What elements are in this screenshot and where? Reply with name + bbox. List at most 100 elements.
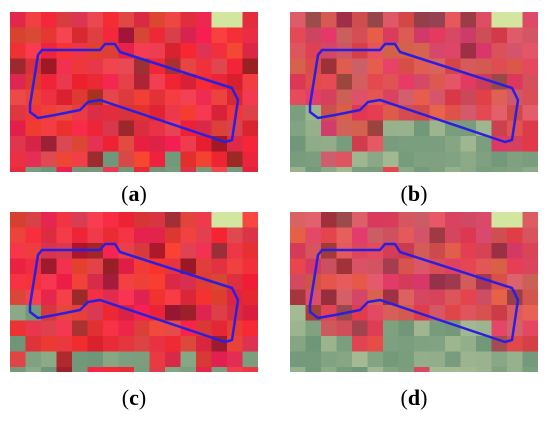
image-pixel bbox=[72, 12, 89, 29]
image-pixel bbox=[476, 336, 493, 353]
image-pixel bbox=[522, 27, 538, 44]
image-pixel bbox=[522, 167, 538, 172]
image-pixel bbox=[118, 27, 135, 44]
image-pixel bbox=[476, 167, 493, 172]
image-pixel bbox=[491, 212, 508, 229]
image-pixel bbox=[227, 351, 244, 368]
image-pixel bbox=[56, 136, 73, 153]
image-pixel bbox=[211, 289, 228, 306]
image-pixel bbox=[522, 105, 538, 122]
image-pixel bbox=[56, 89, 73, 106]
image-pixel bbox=[321, 74, 338, 91]
image-pixel bbox=[227, 151, 244, 168]
image-pixel bbox=[445, 74, 462, 91]
image-pixel bbox=[352, 212, 369, 229]
image-pixel bbox=[522, 136, 538, 153]
image-pixel bbox=[196, 89, 213, 106]
image-pixel bbox=[445, 351, 462, 368]
image-pixel bbox=[87, 336, 104, 353]
image-pixel bbox=[103, 136, 120, 153]
image-pixel bbox=[414, 74, 431, 91]
image-pixel bbox=[445, 43, 462, 60]
image-pixel bbox=[72, 212, 89, 229]
image-pixel bbox=[352, 320, 369, 337]
image-pixel bbox=[460, 351, 477, 368]
field-boundary bbox=[28, 42, 240, 144]
image-pixel bbox=[242, 136, 258, 153]
image-pixel bbox=[383, 305, 400, 322]
image-pixel bbox=[352, 167, 369, 172]
image-pixel bbox=[352, 58, 369, 75]
image-pixel bbox=[211, 27, 228, 44]
image-pixel bbox=[460, 274, 477, 291]
image-pixel bbox=[290, 274, 307, 291]
image-pixel bbox=[383, 320, 400, 337]
image-pixel bbox=[290, 258, 307, 275]
image-pixel bbox=[149, 367, 166, 372]
image-pixel bbox=[336, 120, 353, 137]
image-pixel bbox=[165, 289, 182, 306]
caption: (a) bbox=[121, 181, 147, 206]
image-pixel bbox=[460, 367, 477, 372]
image-pixel bbox=[41, 336, 58, 353]
image-pixel bbox=[398, 320, 415, 337]
image-pixel bbox=[321, 336, 338, 353]
image-pixel bbox=[87, 74, 104, 91]
image-pixel bbox=[196, 243, 213, 260]
image-pixel bbox=[165, 305, 182, 322]
image-pixel bbox=[460, 305, 477, 322]
image-pixel bbox=[383, 212, 400, 229]
image-pixel bbox=[383, 74, 400, 91]
image-pixel bbox=[429, 74, 446, 91]
image-pixel bbox=[398, 151, 415, 168]
image-pixel bbox=[227, 167, 244, 172]
image-pixel bbox=[180, 167, 197, 172]
image-pixel bbox=[134, 89, 151, 106]
image-pixel bbox=[336, 89, 353, 106]
image-pixel bbox=[227, 27, 244, 44]
image-pixel bbox=[321, 227, 338, 244]
image-pixel bbox=[491, 289, 508, 306]
image-pixel bbox=[41, 367, 58, 372]
paren: ) bbox=[139, 385, 146, 410]
image-pixel bbox=[290, 351, 307, 368]
image-pixel bbox=[352, 258, 369, 275]
image-pixel bbox=[445, 227, 462, 244]
image-pixel bbox=[398, 212, 415, 229]
image-pixel bbox=[134, 336, 151, 353]
image-pixel bbox=[321, 305, 338, 322]
image-pixel bbox=[227, 12, 244, 29]
image-pixel bbox=[367, 367, 384, 372]
image-pixel bbox=[242, 151, 258, 168]
caption: (b) bbox=[401, 181, 428, 206]
image-pixel bbox=[103, 120, 120, 137]
image-pixel bbox=[383, 243, 400, 260]
image-pixel bbox=[227, 212, 244, 229]
image-pixel bbox=[103, 212, 120, 229]
image-pixel bbox=[118, 320, 135, 337]
image-pixel bbox=[87, 27, 104, 44]
image-pixel bbox=[134, 227, 151, 244]
image-pixel bbox=[56, 336, 73, 353]
image-pixel bbox=[352, 120, 369, 137]
image-pixel bbox=[336, 58, 353, 75]
image-pixel bbox=[180, 27, 197, 44]
image-pixel bbox=[305, 320, 322, 337]
image-pixel bbox=[211, 320, 228, 337]
image-pixel bbox=[10, 274, 27, 291]
image-pixel bbox=[398, 58, 415, 75]
image-pixel bbox=[507, 120, 524, 137]
image-pixel bbox=[383, 105, 400, 122]
image-pixel bbox=[211, 43, 228, 60]
image-pixel bbox=[72, 320, 89, 337]
image-pixel bbox=[211, 167, 228, 172]
image-pixel bbox=[429, 43, 446, 60]
image-pixel bbox=[56, 351, 73, 368]
image-pixel bbox=[522, 367, 538, 372]
image-pixel bbox=[522, 120, 538, 137]
image-pixel bbox=[25, 243, 42, 260]
image-pixel bbox=[290, 289, 307, 306]
paren: ) bbox=[420, 181, 427, 206]
image-pixel bbox=[72, 27, 89, 44]
image-pixel bbox=[72, 351, 89, 368]
